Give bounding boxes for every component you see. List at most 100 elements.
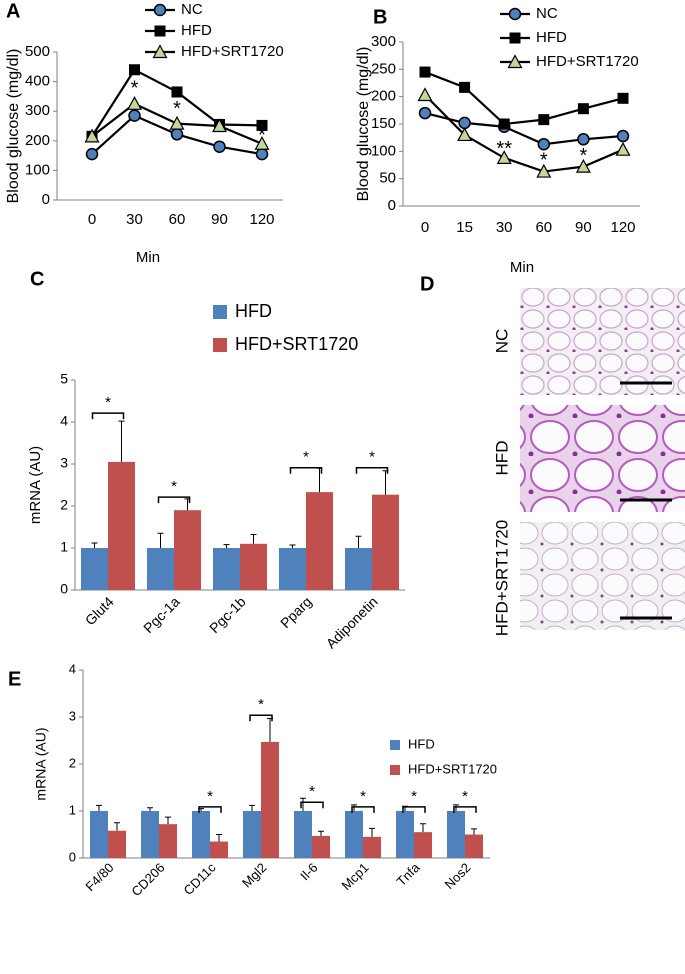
y-axis-label: Blood glucose (mg/dl): [355, 47, 372, 202]
point: [458, 116, 471, 130]
point: [85, 147, 99, 161]
significance-bracket: [289, 466, 323, 474]
error-bar: [289, 544, 296, 548]
bar: [363, 836, 381, 858]
panel-letter: C: [30, 268, 44, 290]
error-bar: [147, 807, 153, 811]
y-tick-label: 1: [69, 802, 76, 817]
point: [537, 137, 551, 151]
bar: [312, 835, 330, 858]
histology-image: [520, 288, 685, 395]
annotation: *: [303, 449, 309, 466]
significance-bracket: [91, 412, 125, 420]
point: [538, 114, 550, 126]
annotation: **: [496, 138, 512, 160]
bar: [396, 811, 414, 858]
bar: [240, 543, 267, 590]
bar: [243, 811, 261, 858]
legend-marker: [154, 25, 166, 37]
x-tick-label: Mcp1: [338, 860, 371, 893]
x-tick-label: Pparg: [277, 593, 315, 631]
error-bar: [223, 544, 230, 548]
y-tick-label: 400: [25, 73, 50, 90]
error-bar: [453, 804, 459, 811]
x-tick-label: 30: [126, 211, 143, 228]
x-tick-label: 90: [211, 211, 228, 228]
error-bar: [165, 816, 171, 825]
annotation: *: [131, 77, 139, 99]
x-tick-label: 60: [535, 219, 552, 236]
x-tick-label: Il-6: [297, 860, 320, 883]
annotation: *: [462, 788, 468, 805]
legend-label: HFD: [536, 29, 567, 46]
point: [577, 103, 589, 115]
annotation: *: [173, 98, 181, 120]
y-tick-label: 250: [371, 60, 396, 77]
legend-swatch: [390, 765, 400, 775]
y-tick-label: 0: [69, 849, 76, 864]
bar: [90, 811, 108, 858]
annotation: *: [207, 788, 213, 805]
bar: [345, 548, 372, 590]
image-label: HFD: [492, 441, 511, 476]
legend-marker: [508, 7, 522, 21]
x-tick-label: Pgc-1a: [140, 593, 183, 636]
y-tick-label: 2: [60, 497, 68, 513]
histology-image: [520, 405, 685, 512]
legend-swatch: [213, 305, 227, 319]
x-axis-label: Min: [510, 259, 534, 276]
x-tick-label: 60: [169, 211, 186, 228]
error-bar: [118, 420, 125, 462]
point: [129, 64, 140, 76]
x-tick-label: 30: [496, 219, 513, 236]
annotation: *: [580, 145, 588, 167]
legend-marker: [507, 54, 523, 69]
bar: [108, 830, 126, 858]
bar: [174, 510, 201, 590]
bar: [213, 548, 240, 590]
panel-letter: E: [8, 668, 21, 690]
bar: [261, 741, 279, 858]
error-bar: [355, 535, 362, 548]
point: [255, 147, 269, 161]
error-bar: [300, 797, 306, 811]
significance-bracket: [453, 806, 477, 813]
point: [126, 96, 143, 110]
point: [536, 163, 552, 178]
point: [254, 136, 270, 150]
y-tick-label: 300: [371, 33, 396, 50]
legend-label: NC: [181, 1, 203, 18]
point: [417, 87, 433, 102]
error-bar: [318, 830, 324, 836]
x-tick-label: 120: [249, 211, 274, 228]
y-tick-label: 200: [371, 88, 396, 105]
y-tick-label: 100: [25, 161, 50, 178]
legend-swatch: [213, 338, 227, 352]
bar: [81, 548, 108, 590]
error-bar: [250, 534, 257, 544]
point: [128, 109, 141, 122]
bar: [108, 461, 135, 590]
y-tick-label: 50: [379, 170, 396, 187]
legend-marker: [153, 3, 167, 17]
point: [418, 106, 432, 120]
x-tick-label: Mgl2: [239, 860, 270, 891]
significance-bracket: [402, 806, 426, 813]
significance-bracket: [249, 714, 273, 722]
significance-bracket: [198, 806, 222, 813]
x-tick-label: 120: [610, 219, 635, 236]
x-axis-label: Min: [136, 249, 160, 266]
panel-d: D NC HFD HFD+SRT1720: [420, 273, 685, 636]
point: [496, 150, 512, 164]
bar: [192, 811, 210, 858]
y-tick-label: 300: [25, 102, 50, 119]
bar: [147, 548, 174, 590]
point: [577, 133, 590, 146]
x-tick-label: F4/80: [82, 860, 116, 894]
legend-label: HFD+SRT1720: [181, 43, 284, 60]
y-tick-label: 2: [69, 755, 76, 770]
x-tick-label: Nos2: [441, 860, 473, 892]
bar: [372, 494, 399, 590]
annotation: *: [540, 149, 548, 171]
